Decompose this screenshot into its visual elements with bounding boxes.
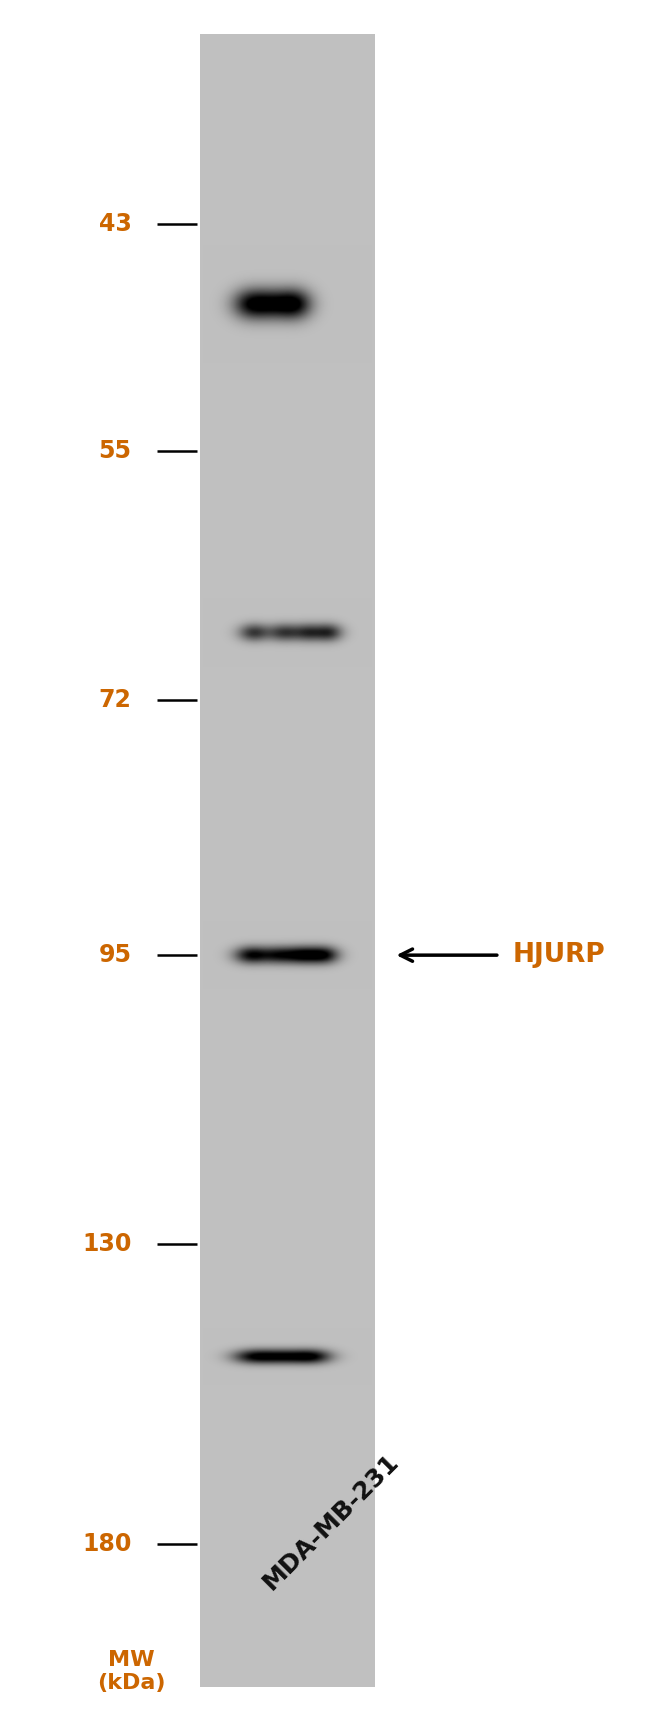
Text: 43: 43	[99, 212, 131, 236]
Text: 130: 130	[82, 1232, 131, 1256]
Bar	[200, 34, 375, 1687]
Text: HJURP: HJURP	[512, 941, 605, 969]
Text: 72: 72	[99, 687, 131, 711]
Text: 95: 95	[99, 943, 131, 967]
Text: 55: 55	[99, 439, 131, 463]
Text: MDA-MB-231: MDA-MB-231	[258, 1449, 404, 1594]
Text: 180: 180	[82, 1532, 131, 1556]
Text: MW
(kDa): MW (kDa)	[98, 1650, 166, 1693]
